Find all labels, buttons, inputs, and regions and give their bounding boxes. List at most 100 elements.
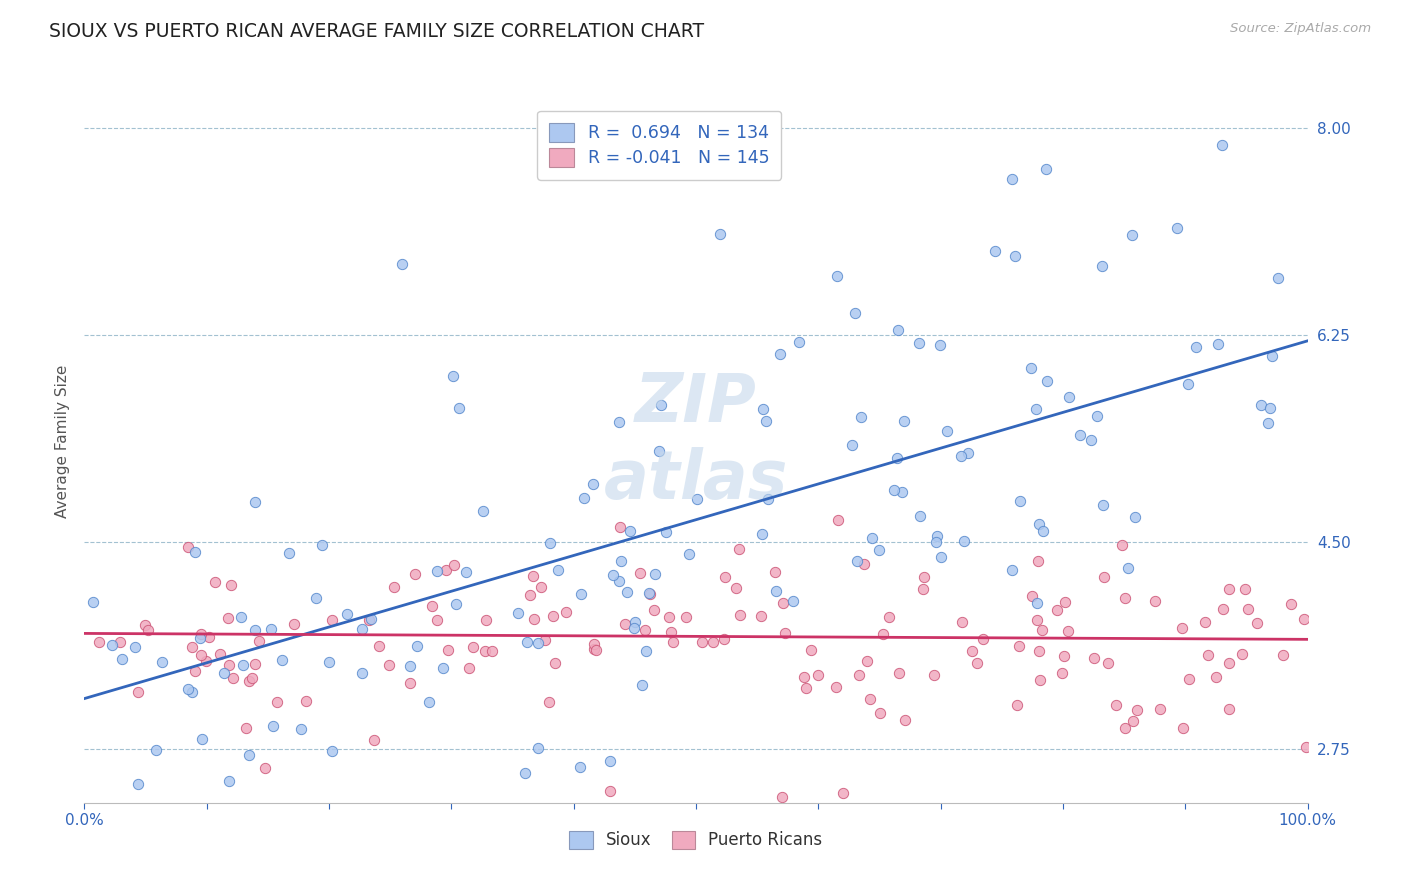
Point: [793, 670, 815, 684]
Point: [136, 623, 159, 637]
Point: [295, 694, 318, 708]
Point: [972, 632, 994, 646]
Point: [399, 676, 422, 690]
Point: [270, 653, 292, 667]
Point: [238, 748, 260, 763]
Point: [398, 658, 420, 673]
Point: [643, 603, 665, 617]
Point: [619, 524, 641, 539]
Point: [305, 591, 328, 605]
Legend: R =  0.694   N = 134, R = -0.041   N = 145: R = 0.694 N = 134, R = -0.041 N = 145: [537, 111, 782, 179]
Point: [1105, 698, 1128, 712]
Point: [127, 685, 149, 699]
Point: [883, 483, 905, 498]
Point: [89, 635, 111, 649]
Point: [852, 557, 875, 571]
Point: [538, 536, 561, 550]
Point: [420, 599, 443, 614]
Point: [886, 451, 908, 466]
Point: [886, 323, 908, 337]
Point: [229, 610, 252, 624]
Point: [571, 587, 593, 601]
Point: [1092, 570, 1115, 584]
Point: [634, 624, 657, 638]
Point: [1026, 596, 1049, 610]
Point: [190, 648, 212, 662]
Point: [1114, 591, 1136, 605]
Point: [290, 722, 312, 736]
Point: [675, 610, 697, 624]
Point: [235, 721, 257, 735]
Point: [1246, 616, 1268, 631]
Point: [530, 580, 553, 594]
Point: [1028, 644, 1050, 658]
Point: [1170, 621, 1192, 635]
Point: [1091, 498, 1114, 512]
Point: [190, 626, 212, 640]
Point: [1121, 228, 1143, 243]
Point: [1211, 138, 1233, 153]
Point: [1010, 494, 1032, 508]
Point: [1173, 722, 1195, 736]
Point: [1205, 670, 1227, 684]
Point: [456, 565, 478, 579]
Point: [929, 338, 952, 352]
Point: [436, 643, 458, 657]
Point: [1114, 721, 1136, 735]
Point: [363, 732, 385, 747]
Point: [568, 760, 591, 774]
Point: [585, 642, 607, 657]
Point: [751, 402, 773, 417]
Point: [554, 605, 576, 619]
Point: [655, 524, 678, 539]
Point: [238, 674, 260, 689]
Text: SIOUX VS PUERTO RICAN AVERAGE FAMILY SIZE CORRELATION CHART: SIOUX VS PUERTO RICAN AVERAGE FAMILY SIZ…: [49, 22, 704, 41]
Point: [458, 661, 481, 675]
Point: [887, 665, 910, 680]
Point: [506, 606, 529, 620]
Point: [544, 656, 567, 670]
Point: [1166, 221, 1188, 235]
Point: [526, 636, 548, 650]
Point: [702, 635, 724, 649]
Point: [1116, 561, 1139, 575]
Point: [891, 485, 914, 500]
Point: [266, 695, 288, 709]
Point: [1123, 509, 1146, 524]
Point: [1197, 648, 1219, 662]
Point: [807, 668, 830, 682]
Point: [111, 652, 134, 666]
Point: [1237, 602, 1260, 616]
Point: [1267, 271, 1289, 285]
Point: [894, 713, 917, 727]
Point: [218, 658, 240, 673]
Point: [1177, 376, 1199, 391]
Point: [426, 564, 449, 578]
Point: [194, 654, 217, 668]
Point: [1031, 623, 1053, 637]
Point: [927, 529, 949, 543]
Point: [661, 635, 683, 649]
Point: [1122, 714, 1144, 728]
Point: [378, 658, 401, 673]
Point: [1050, 666, 1073, 681]
Point: [82, 594, 104, 608]
Point: [659, 624, 682, 639]
Point: [434, 563, 457, 577]
Point: [755, 414, 778, 428]
Point: [283, 617, 305, 632]
Point: [101, 638, 124, 652]
Point: [418, 695, 440, 709]
Point: [640, 587, 662, 601]
Point: [1046, 603, 1069, 617]
Point: [631, 678, 654, 692]
Point: [541, 609, 564, 624]
Point: [254, 761, 277, 775]
Point: [831, 786, 853, 800]
Point: [519, 588, 541, 602]
Point: [877, 610, 900, 624]
Point: [321, 744, 343, 758]
Point: [404, 566, 426, 581]
Point: [650, 399, 672, 413]
Point: [582, 476, 605, 491]
